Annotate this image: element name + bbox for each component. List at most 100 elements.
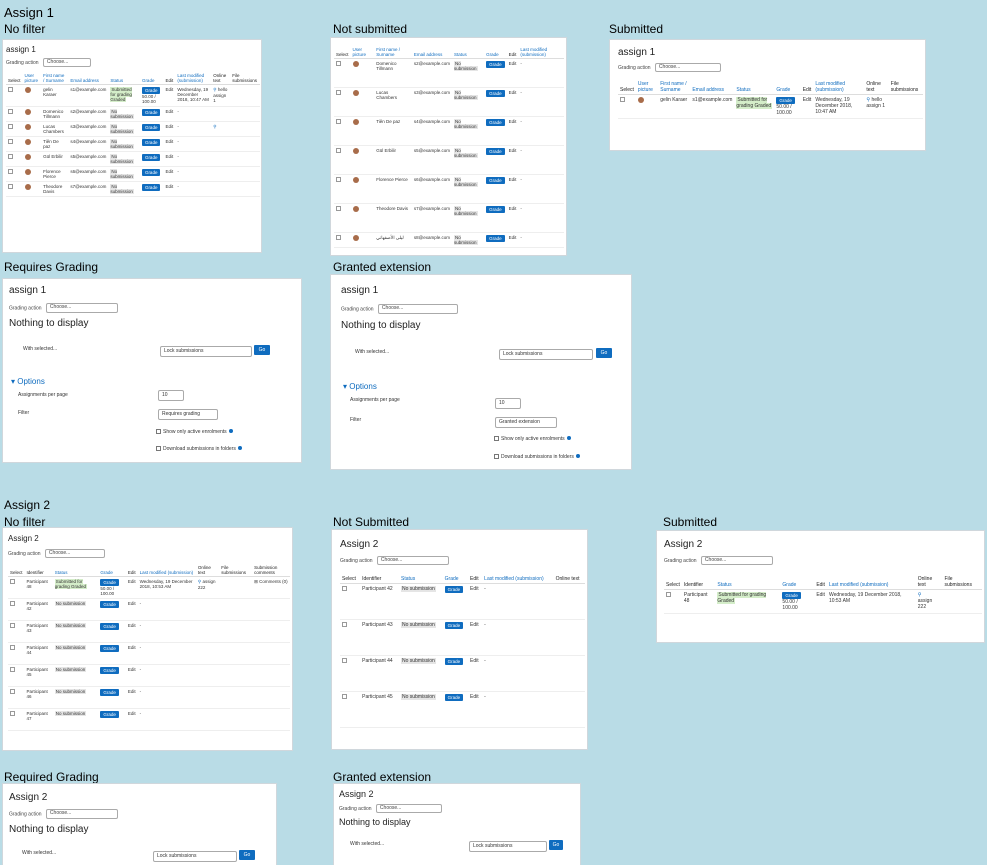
grade-button[interactable]: Grade	[100, 579, 119, 586]
grading-action-select[interactable]: Choose...	[45, 809, 118, 819]
th-name[interactable]: First name / Surname	[41, 72, 69, 85]
bulk-action-select[interactable]: Lock submissions	[499, 349, 593, 360]
edit-menu[interactable]: Edit	[506, 174, 519, 204]
per-page-select[interactable]: 10	[158, 390, 184, 401]
show-active-checkbox[interactable]	[494, 436, 499, 442]
go-button[interactable]: Go	[596, 348, 612, 358]
row-checkbox[interactable]	[10, 667, 15, 672]
edit-menu[interactable]: Edit	[125, 642, 138, 665]
th-select[interactable]: Select	[334, 46, 351, 59]
search-icon[interactable]: ⚲	[213, 124, 217, 129]
user-link[interactable]: Tiên De paz	[41, 136, 69, 152]
bulk-action-select[interactable]: Lock submissions	[153, 851, 237, 862]
row-checkbox[interactable]	[10, 711, 15, 716]
edit-menu[interactable]: Edit	[467, 655, 483, 692]
row-checkbox[interactable]	[336, 177, 341, 182]
edit-menu[interactable]: Edit	[814, 589, 827, 614]
go-button[interactable]: Go	[239, 850, 255, 860]
user-link[interactable]: Florence Pierce	[374, 174, 412, 204]
edit-menu[interactable]: Edit	[506, 116, 519, 146]
user-link[interactable]: Gül Erbilir	[374, 145, 412, 175]
th-status[interactable]: Status	[734, 80, 775, 95]
th-status[interactable]: Status	[399, 575, 443, 584]
edit-menu[interactable]: Edit	[467, 691, 483, 728]
edit-menu[interactable]: Edit	[163, 181, 176, 197]
th-name[interactable]: First name / Surname	[658, 80, 691, 95]
th-status[interactable]: Status	[108, 72, 140, 85]
row-checkbox[interactable]	[336, 235, 341, 240]
th-grade[interactable]: Grade	[774, 80, 801, 95]
options-toggle[interactable]: ▾ Options	[11, 377, 45, 386]
th-grade[interactable]: Grade	[139, 72, 164, 85]
th-user-picture[interactable]: User picture	[635, 80, 659, 95]
download-folders-row[interactable]: Download submissions in folders	[494, 454, 580, 460]
user-link[interactable]: gelin Karaer	[658, 94, 691, 119]
th-name[interactable]: First name / Surname	[374, 46, 412, 59]
grade-button[interactable]: Grade	[100, 645, 119, 652]
grading-action-select[interactable]: Choose...	[377, 304, 458, 314]
row-checkbox[interactable]	[342, 658, 347, 663]
search-icon[interactable]: ⚲	[866, 97, 871, 103]
th-last-modified[interactable]: Last modified (submission)	[813, 80, 865, 95]
edit-menu[interactable]: Edit	[506, 145, 519, 175]
th-email[interactable]: Email address	[68, 72, 109, 85]
th-grade[interactable]: Grade	[780, 575, 815, 590]
grade-button[interactable]: Grade	[141, 139, 161, 146]
bulk-action-select[interactable]: Lock submissions	[469, 841, 547, 852]
edit-menu[interactable]: Edit	[125, 598, 138, 621]
grade-button[interactable]: Grade	[141, 169, 161, 176]
help-icon[interactable]	[228, 429, 233, 433]
user-link[interactable]: Lucas Chambers	[374, 87, 412, 117]
search-icon[interactable]: ⚲	[213, 87, 217, 92]
grading-action-select[interactable]: Choose...	[376, 556, 449, 565]
filter-select[interactable]: Requires grading	[158, 409, 218, 420]
row-checkbox[interactable]	[8, 184, 13, 189]
grading-action-select[interactable]: Choose...	[700, 556, 773, 565]
go-button[interactable]: Go	[254, 345, 270, 355]
row-checkbox[interactable]	[10, 645, 15, 650]
grade-button[interactable]: Grade	[444, 658, 464, 665]
row-checkbox[interactable]	[336, 148, 341, 153]
grade-button[interactable]: Grade	[141, 154, 161, 161]
user-link[interactable]: Theodore Davis	[41, 181, 69, 197]
th-select[interactable]: Select	[6, 72, 23, 85]
edit-menu[interactable]: Edit	[125, 686, 138, 709]
edit-menu[interactable]: Edit	[125, 576, 138, 599]
row-checkbox[interactable]	[336, 206, 341, 211]
th-email[interactable]: Email address	[411, 46, 452, 59]
filter-select[interactable]: Granted extension	[495, 417, 557, 428]
edit-menu[interactable]: Edit	[125, 708, 138, 731]
edit-menu[interactable]: Edit	[163, 84, 176, 107]
edit-menu[interactable]: Edit	[163, 136, 176, 152]
grading-action-select[interactable]: Choose...	[42, 58, 91, 67]
th-last-modified[interactable]: Last modified (submission)	[482, 575, 554, 584]
download-folders-checkbox[interactable]	[156, 446, 161, 452]
th-last-modified[interactable]: Last modified (submission)	[826, 575, 916, 590]
grade-button[interactable]: Grade	[782, 592, 801, 599]
grading-action-select[interactable]: Choose...	[44, 549, 105, 558]
row-checkbox[interactable]	[8, 87, 13, 92]
row-checkbox[interactable]	[342, 586, 347, 591]
grading-action-select[interactable]: Choose...	[375, 804, 442, 813]
grade-button[interactable]: Grade	[444, 586, 464, 593]
edit-menu[interactable]: Edit	[125, 620, 138, 643]
search-icon[interactable]: ⚲	[917, 592, 922, 598]
download-folders-checkbox[interactable]	[494, 454, 499, 460]
grade-button[interactable]: Grade	[100, 689, 119, 696]
row-checkbox[interactable]	[10, 579, 15, 584]
edit-menu[interactable]: Edit	[163, 106, 176, 122]
th-last-modified[interactable]: Last modified (submission)	[518, 46, 564, 59]
grade-button[interactable]: Grade	[100, 667, 119, 674]
edit-menu[interactable]: Edit	[506, 87, 519, 117]
row-checkbox[interactable]	[10, 601, 15, 606]
th-email[interactable]: Email address	[690, 80, 735, 95]
grade-button[interactable]: Grade	[486, 90, 505, 97]
row-checkbox[interactable]	[8, 139, 13, 144]
row-checkbox[interactable]	[8, 124, 13, 129]
grade-button[interactable]: Grade	[486, 119, 505, 126]
go-button[interactable]: Go	[549, 840, 563, 850]
edit-menu[interactable]: Edit	[163, 166, 176, 182]
user-link[interactable]: Tiên De paz	[374, 116, 412, 146]
grade-button[interactable]: Grade	[444, 622, 464, 629]
help-icon[interactable]	[566, 436, 571, 440]
